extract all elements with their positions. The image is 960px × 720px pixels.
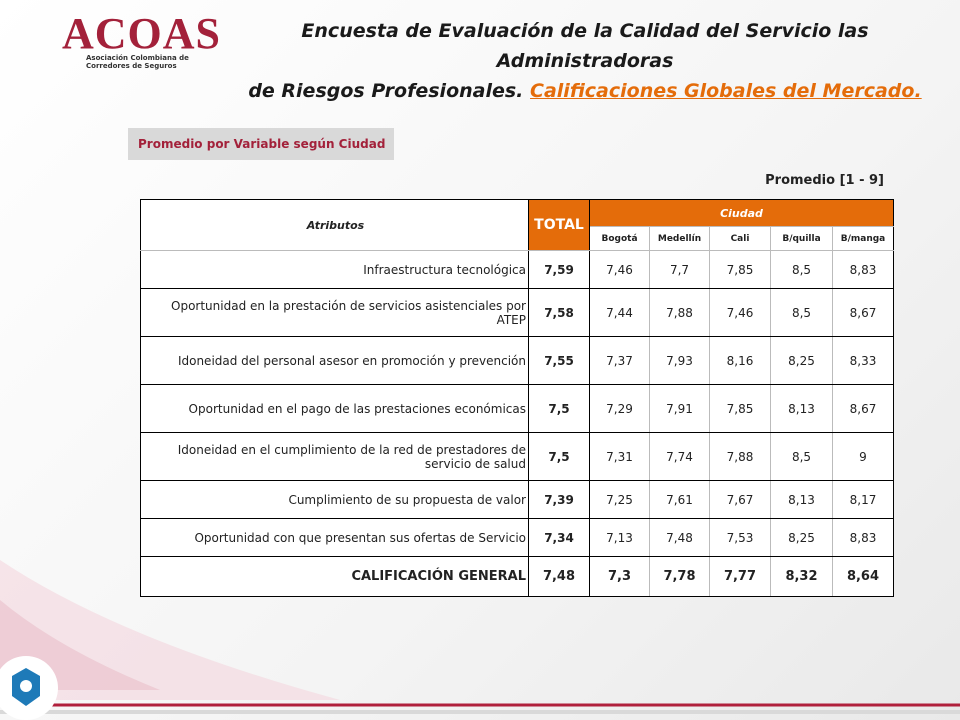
title-line: de Riesgos Profesionales. Calificaciones… — [230, 76, 940, 106]
value-cell: 7,74 — [649, 432, 710, 481]
header-cell: Atributos — [140, 199, 529, 251]
value-cell: 7,29 — [589, 384, 650, 433]
value-cell: 8,67 — [832, 288, 894, 337]
attribute-cell: Oportunidad en la prestación de servicio… — [140, 288, 529, 337]
value-cell: 7,61 — [649, 480, 710, 519]
value-cell: 8,5 — [770, 432, 833, 481]
attribute-cell: Oportunidad en el pago de las prestacion… — [140, 384, 529, 433]
value-cell: 8,25 — [770, 336, 833, 385]
data-row: Oportunidad en la prestación de servicio… — [140, 288, 894, 337]
value-cell: 7,91 — [649, 384, 710, 433]
attribute-cell: Cumplimiento de su propuesta de valor — [140, 480, 529, 519]
data-row: Idoneidad del personal asesor en promoci… — [140, 336, 894, 385]
logo-subtitle: Asociación Colombiana de Corredores de S… — [86, 54, 189, 70]
value-cell: 7,7 — [649, 250, 710, 289]
value-cell: 7,53 — [709, 518, 771, 557]
header-row: Atributos TOTAL Ciudad — [140, 199, 894, 251]
value-cell: 7,13 — [589, 518, 650, 557]
value-cell: 7,67 — [709, 480, 771, 519]
value-cell: 7,78 — [649, 556, 710, 597]
data-row: Idoneidad en el cumplimiento de la red d… — [140, 432, 894, 481]
value-cell: 8,5 — [770, 288, 833, 337]
value-cell: 7,39 — [528, 480, 590, 519]
header-cell: Ciudad — [589, 199, 894, 227]
data-row: Oportunidad con que presentan sus oferta… — [140, 518, 894, 557]
scale-note: Promedio [1 - 9] — [765, 173, 884, 188]
value-cell: 7,59 — [528, 250, 590, 289]
value-cell: 7,31 — [589, 432, 650, 481]
value-cell: 8,13 — [770, 480, 833, 519]
value-cell: 8,33 — [832, 336, 894, 385]
logo-subtitle-line: Corredores de Seguros — [86, 62, 177, 70]
value-cell: 7,93 — [649, 336, 710, 385]
title-link[interactable]: Calificaciones Globales del Mercado. — [530, 80, 922, 102]
value-cell: 7,44 — [589, 288, 650, 337]
value-cell: 7,85 — [709, 384, 771, 433]
logo-name: ACOAS — [62, 9, 222, 58]
attribute-cell: Idoneidad en el cumplimiento de la red d… — [140, 432, 529, 481]
title-line: Encuesta de Evaluación de la Calidad del… — [301, 20, 869, 72]
value-cell: 8,83 — [832, 250, 894, 289]
data-row: Cumplimiento de su propuesta de valor 7,3… — [140, 480, 894, 519]
value-cell: 7,3 — [589, 556, 650, 597]
attribute-cell: Oportunidad con que presentan sus oferta… — [140, 518, 529, 557]
value-cell: 7,77 — [709, 556, 771, 597]
table: Atributos TOTAL Ciudad Bogotá Medellín Cali B/… — [140, 199, 894, 597]
value-cell: 8,16 — [709, 336, 771, 385]
value-cell: 7,5 — [528, 384, 590, 433]
title: Encuesta de Evaluación de la Calidad del… — [230, 16, 940, 106]
value-cell: 8,25 — [770, 518, 833, 557]
value-cell: 7,46 — [589, 250, 650, 289]
value-cell: 7,25 — [589, 480, 650, 519]
value-cell: 8,32 — [770, 556, 833, 597]
value-cell: 7,34 — [528, 518, 590, 557]
value-cell: 8,83 — [832, 518, 894, 557]
value-cell: 7,5 — [528, 432, 590, 481]
title-text: de Riesgos Profesionales. — [248, 80, 524, 102]
value-cell: 7,48 — [528, 556, 590, 597]
value-cell: 7,85 — [709, 250, 771, 289]
attribute-cell: CALIFICACIÓN GENERAL — [140, 556, 529, 597]
attribute-cell: Infraestructura tecnológica — [140, 250, 529, 289]
header-cell: B/quilla — [770, 226, 833, 251]
value-cell: 7,37 — [589, 336, 650, 385]
summary-row: CALIFICACIÓN GENERAL 7,48 7,3 7,78 7,77 8,32 8… — [140, 556, 894, 597]
header-cell: TOTAL — [528, 199, 590, 251]
value-cell: 7,55 — [528, 336, 590, 385]
value-cell: 7,88 — [649, 288, 710, 337]
value-cell: 7,88 — [709, 432, 771, 481]
section-label: Promedio por Variable según Ciudad — [128, 128, 394, 160]
header-row: Bogotá Medellín Cali B/quilla B/manga — [141, 226, 894, 251]
header-cell: Bogotá — [589, 226, 650, 251]
value-cell: 7,48 — [649, 518, 710, 557]
value-cell: 8,64 — [832, 556, 894, 597]
value-cell: 8,67 — [832, 384, 894, 433]
header-cell: Cali — [709, 226, 771, 251]
header-cell: B/manga — [832, 226, 894, 251]
attribute-cell: Idoneidad del personal asesor en promoci… — [140, 336, 529, 385]
header-cell: Medellín — [649, 226, 710, 251]
logo-subtitle-line: Asociación Colombiana de — [86, 54, 189, 62]
value-cell: 9 — [832, 432, 894, 481]
value-cell: 8,5 — [770, 250, 833, 289]
value-cell: 7,46 — [709, 288, 771, 337]
value-cell: 7,58 — [528, 288, 590, 337]
data-row: Infraestructura tecnológica 7,59 7,46 7,7 7,… — [140, 250, 894, 289]
value-cell: 8,13 — [770, 384, 833, 433]
value-cell: 8,17 — [832, 480, 894, 519]
data-row: Oportunidad en el pago de las prestacion… — [140, 384, 894, 433]
